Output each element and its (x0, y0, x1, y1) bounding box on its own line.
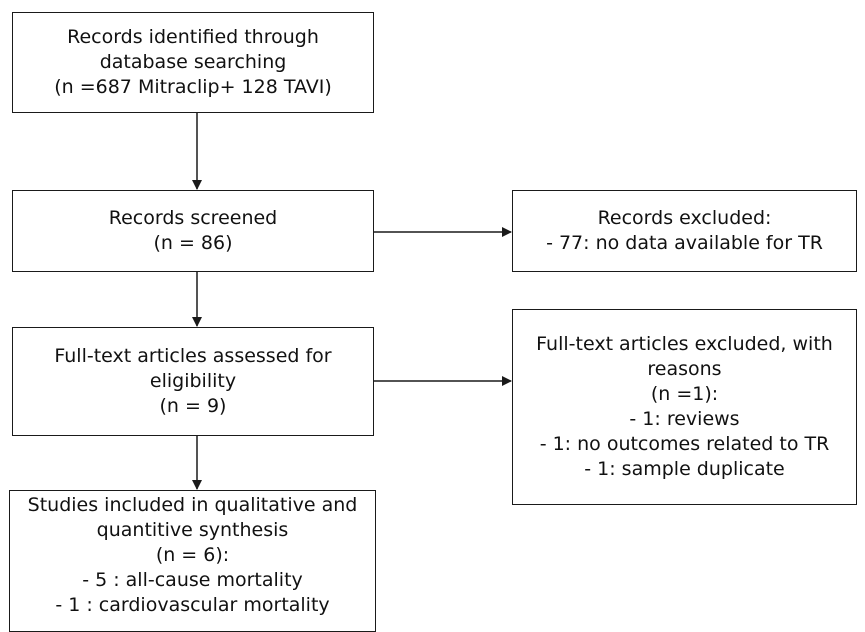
records-excluded-line-1: Records excluded: (597, 207, 772, 229)
studies-included-line-3: (n = 6): (155, 544, 230, 566)
studies-included-line-1: Studies included in qualitative and (27, 494, 358, 516)
studies-included-line-4: - 5 : all-cause mortality (82, 569, 303, 591)
fulltext-assessed-box: Full-text articles assessed for eligibil… (12, 327, 374, 436)
fulltext-excluded-line-5: - 1: no outcomes related to TR (539, 433, 830, 455)
records-screened-box: Records screened (n = 86) (12, 190, 374, 272)
records-identified-line-1: Records identified through (67, 26, 319, 48)
records-excluded-line-2: - 77: no data available for TR (546, 232, 823, 254)
fulltext-excluded-box: Full-text articles excluded, with reason… (512, 309, 857, 505)
studies-included-line-2: quantitive synthesis (96, 519, 289, 541)
studies-included-box: Studies included in qualitative and quan… (9, 490, 376, 632)
fulltext-excluded-line-4: - 1: reviews (629, 408, 740, 430)
fulltext-excluded-line-1: Full-text articles excluded, with (536, 333, 833, 355)
studies-included-line-5: - 1 : cardiovascular mortality (55, 594, 330, 616)
records-identified-line-2: database searching (99, 51, 287, 73)
records-excluded-box: Records excluded: - 77: no data availabl… (512, 190, 857, 272)
records-screened-line-2: (n = 86) (153, 232, 233, 254)
fulltext-assessed-line-1: Full-text articles assessed for (54, 345, 332, 367)
fulltext-assessed-line-3: (n = 9) (159, 395, 227, 417)
records-screened-line-1: Records screened (108, 207, 278, 229)
fulltext-excluded-line-6: - 1: sample duplicate (584, 458, 785, 480)
fulltext-excluded-line-2: reasons (647, 358, 722, 380)
fulltext-assessed-line-2: eligibility (149, 370, 237, 392)
records-identified-line-3: (n =687 Mitraclip+ 128 TAVI) (54, 76, 332, 98)
fulltext-excluded-line-3: (n =1): (650, 383, 719, 405)
records-identified-box: Records identified through database sear… (12, 12, 374, 113)
